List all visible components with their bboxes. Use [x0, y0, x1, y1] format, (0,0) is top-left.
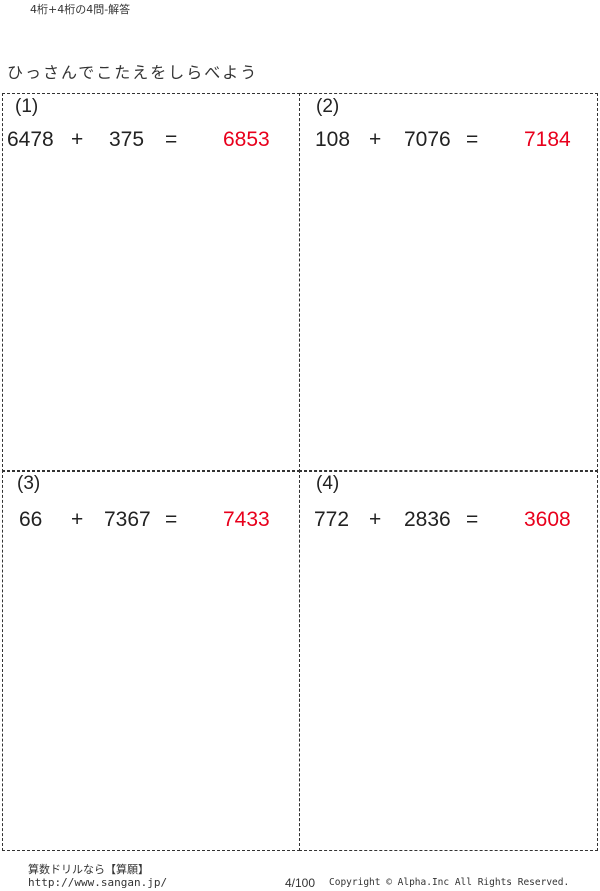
- answer: 7184: [524, 128, 571, 151]
- plus-sign: +: [369, 508, 382, 531]
- instruction: ひっさんでこたえをしらべよう: [7, 63, 259, 82]
- equals-sign: =: [466, 128, 479, 151]
- problem-label: (3): [17, 473, 41, 494]
- operand-a: 772: [314, 508, 350, 531]
- plus-sign: +: [71, 128, 84, 151]
- operand-b: 2836: [404, 508, 451, 531]
- operand-b: 7367: [104, 508, 151, 531]
- equals-sign: =: [466, 508, 479, 531]
- page-number: 4/100: [285, 876, 316, 890]
- operand-b: 375: [109, 128, 145, 151]
- equals-sign: =: [165, 508, 178, 531]
- copyright: Copyright © Alpha.Inc All Rights Reserve…: [329, 877, 570, 888]
- operand-a: 6478: [7, 128, 54, 151]
- problem-cell-3: (3) 66 + 7367 = 7433: [2, 470, 300, 851]
- plus-sign: +: [71, 508, 84, 531]
- plus-sign: +: [369, 128, 382, 151]
- problem-cell-4: (4) 772 + 2836 = 3608: [299, 470, 598, 851]
- footer-url[interactable]: http://www.sangan.jp/: [28, 876, 168, 889]
- worksheet-title: 4桁+4桁の4問-解答: [30, 3, 131, 16]
- problem-label: (4): [316, 473, 340, 494]
- operand-a: 66: [19, 508, 43, 531]
- footer-brand: 算数ドリルなら【算願】: [28, 863, 149, 876]
- answer: 7433: [223, 508, 270, 531]
- problem-cell-1: (1) 6478 + 375 = 6853: [2, 93, 300, 472]
- equals-sign: =: [165, 128, 178, 151]
- answer: 6853: [223, 128, 270, 151]
- operand-a: 108: [315, 128, 351, 151]
- problem-label: (1): [15, 96, 39, 117]
- problem-cell-2: (2) 108 + 7076 = 7184: [299, 93, 598, 472]
- answer: 3608: [524, 508, 571, 531]
- problem-grid: (1) 6478 + 375 = 6853 (2) 108 + 7076 = 7…: [2, 93, 598, 851]
- operand-b: 7076: [404, 128, 451, 151]
- problem-label: (2): [316, 96, 340, 117]
